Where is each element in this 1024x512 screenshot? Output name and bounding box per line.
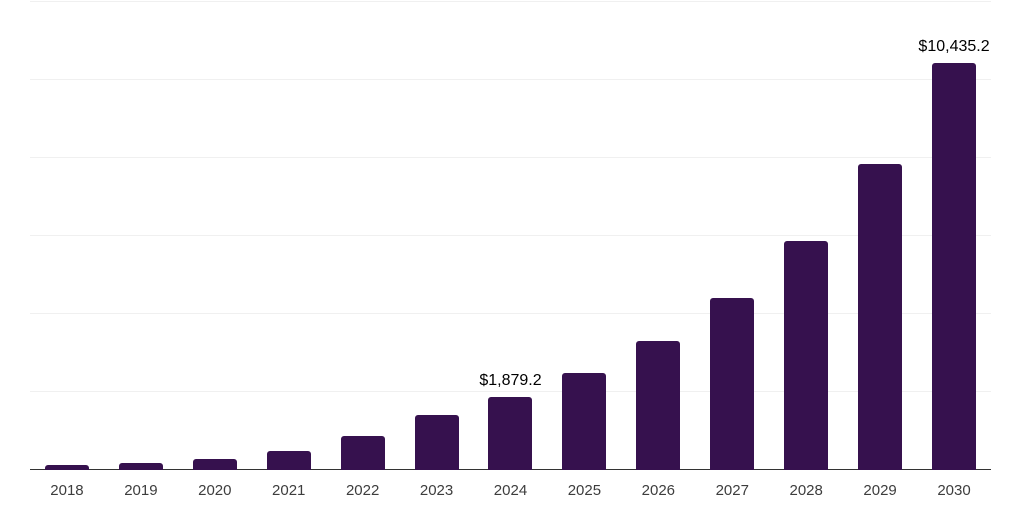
bar-2027 — [710, 297, 755, 470]
x-tick-2030: 2030 — [937, 482, 971, 499]
x-tick-2029: 2029 — [863, 482, 897, 499]
bar-slot-2030: $10,435.2 — [917, 2, 991, 470]
x-tick-2025: 2025 — [567, 482, 602, 499]
bar-2028 — [784, 240, 829, 470]
x-tick-2018: 2018 — [50, 482, 84, 499]
bar-slot-2023 — [400, 2, 474, 470]
bars-row: $1,879.2 $10,435.2 — [30, 2, 991, 470]
x-tick-2021: 2021 — [272, 482, 306, 499]
bar-2018 — [44, 465, 89, 470]
bar-slot-2021 — [252, 2, 326, 470]
bar-2022 — [340, 436, 385, 470]
x-tick-2023: 2023 — [419, 482, 454, 499]
bar-slot-2029 — [843, 2, 917, 470]
bar-2023 — [414, 415, 459, 470]
bar-2024 — [488, 396, 533, 470]
bar-slot-2019 — [104, 2, 178, 470]
x-tick-2027: 2027 — [715, 482, 749, 499]
gridline-8000 — [30, 157, 991, 158]
bar-2030 — [932, 63, 977, 470]
bar-slot-2022 — [326, 2, 400, 470]
gridline-4000 — [30, 313, 991, 314]
bar-2019 — [118, 462, 163, 470]
data-label-2024: $1,879.2 — [479, 371, 542, 389]
x-tick-2028: 2028 — [789, 482, 823, 499]
bar-slot-2026 — [621, 2, 695, 470]
data-label-2030: $10,435.2 — [918, 38, 990, 56]
gridline-6000 — [30, 235, 991, 236]
bar-slot-2025 — [547, 2, 621, 470]
gridline-2000 — [30, 391, 991, 392]
bar-2026 — [636, 340, 681, 470]
gridline-12000 — [30, 1, 991, 2]
bar-slot-2018 — [30, 2, 104, 470]
bar-2025 — [562, 372, 607, 470]
bar-slot-2020 — [178, 2, 252, 470]
bar-2029 — [858, 164, 903, 470]
x-tick-2024: 2024 — [493, 482, 528, 499]
x-tick-2022: 2022 — [345, 482, 380, 499]
x-axis-labels: 2018 2019 2020 2021 2022 2023 2024 2025 2026 2027… — [30, 481, 991, 500]
bar-2021 — [266, 450, 311, 470]
bar-slot-2028 — [769, 2, 843, 470]
x-tick-2026: 2026 — [641, 482, 676, 499]
bar-slot-2027 — [695, 2, 769, 470]
bar-2020 — [192, 458, 237, 470]
x-tick-2019: 2019 — [124, 482, 158, 499]
x-tick-2020: 2020 — [198, 482, 232, 499]
plot-area: $1,879.2 $10,435.2 — [30, 1, 991, 470]
gridline-10000 — [30, 79, 991, 80]
bar-slot-2024: $1,879.2 — [474, 2, 548, 470]
